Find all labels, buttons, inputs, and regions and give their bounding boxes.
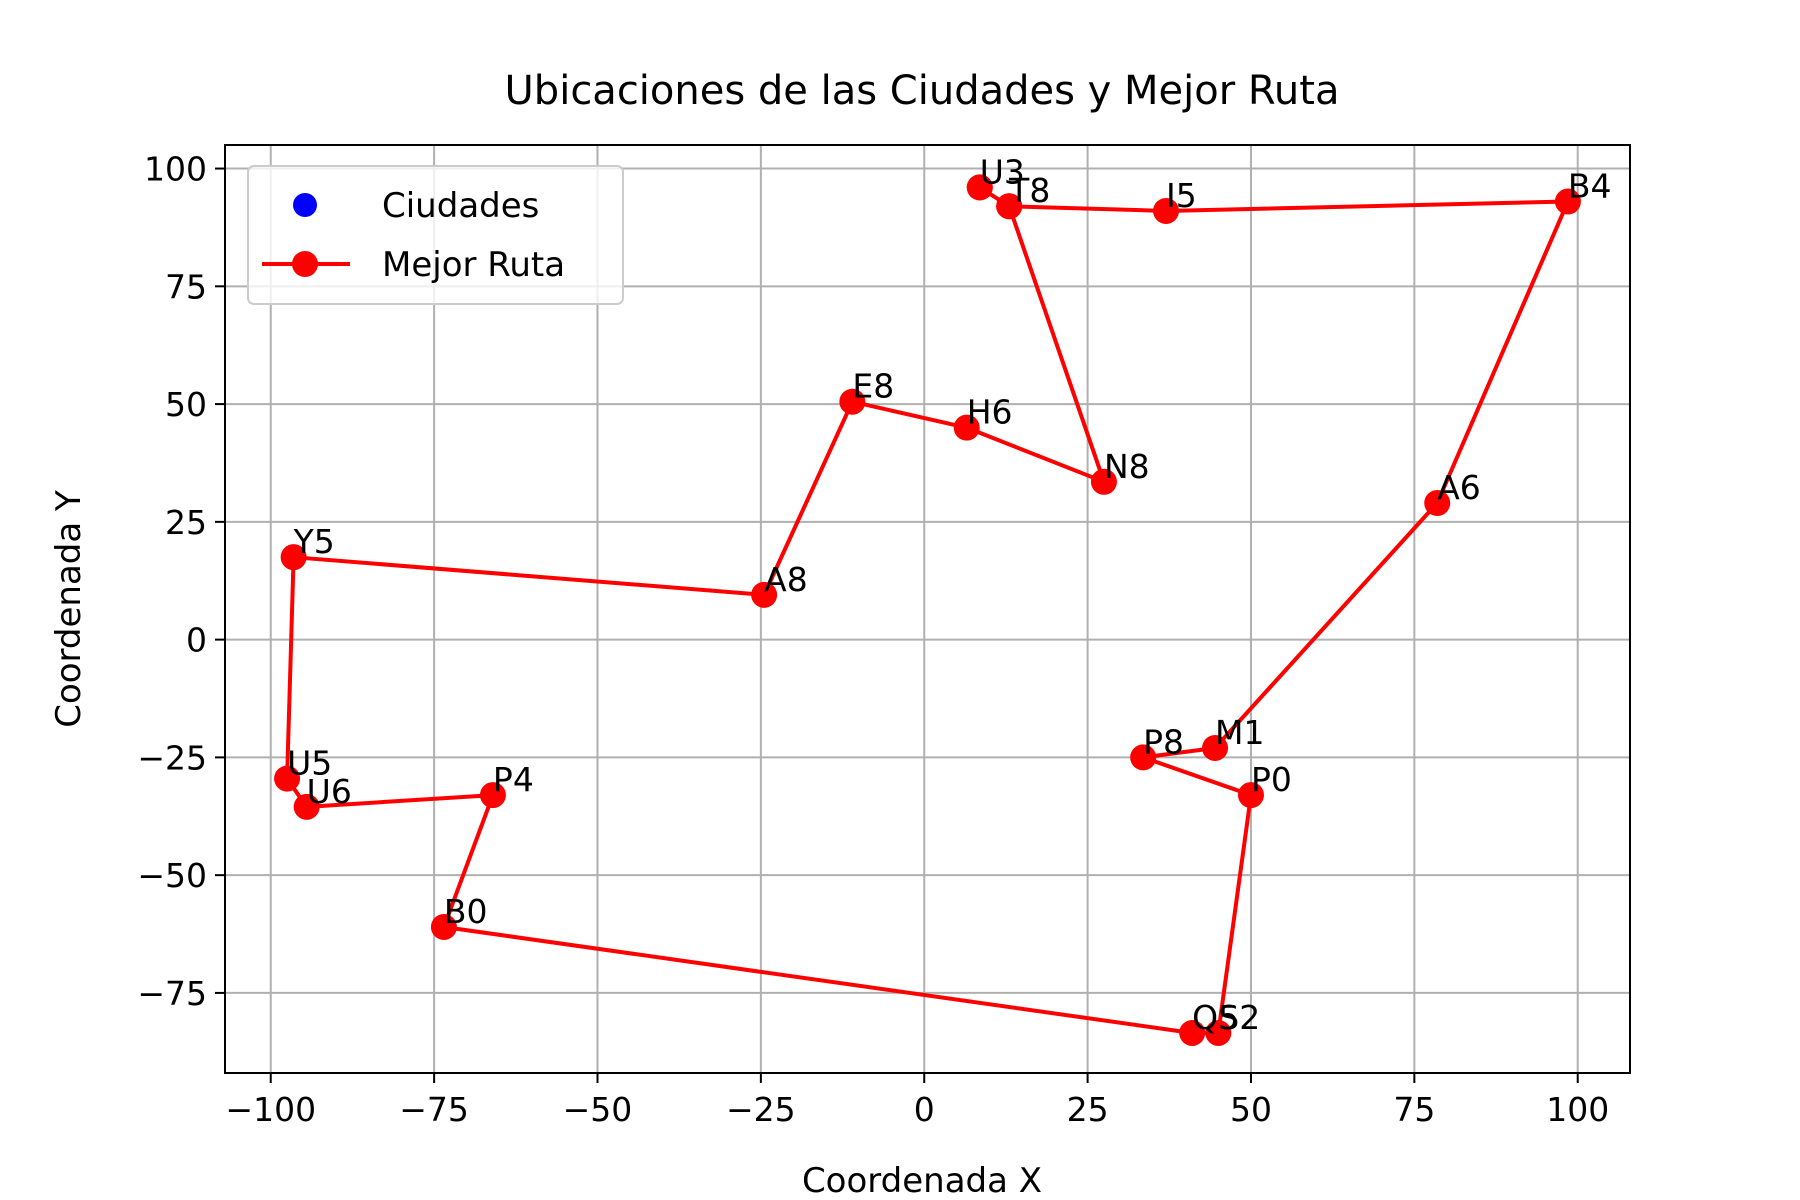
route-point xyxy=(1090,468,1117,495)
city-label: U6 xyxy=(307,772,352,811)
y-axis-label: Coordenada Y xyxy=(49,490,89,728)
route-point xyxy=(293,793,320,820)
route-point xyxy=(1130,744,1157,771)
route-point xyxy=(966,174,993,201)
city-label: B0 xyxy=(444,892,488,931)
route-point xyxy=(274,765,301,792)
route-point xyxy=(996,193,1023,220)
axis-ticks: −100 −75 −50 −25 0 25 50 75 100 −75 −50 −25 0 25 50 75 1… xyxy=(137,150,1609,1129)
legend-frame xyxy=(247,165,624,305)
city-label: M1 xyxy=(1215,713,1264,752)
route-point xyxy=(1202,734,1229,761)
x-tick-label: −25 xyxy=(726,1090,796,1129)
legend-cities-label: Ciudades xyxy=(382,186,539,226)
city-label: U5 xyxy=(287,744,332,783)
y-tick-label: 75 xyxy=(165,267,207,306)
legend: Ciudades Mejor Ruta xyxy=(247,165,624,305)
city-label: S2 xyxy=(1218,998,1260,1037)
route-point xyxy=(1205,1019,1232,1046)
x-tick-label: 25 xyxy=(1067,1090,1109,1129)
y-tick-label: −25 xyxy=(137,738,207,777)
city-label: U3 xyxy=(980,152,1025,191)
y-tick-label: 0 xyxy=(186,621,207,660)
route-point xyxy=(430,913,457,940)
y-tick-label: 100 xyxy=(144,150,207,189)
route-point xyxy=(479,782,506,809)
city-label: B4 xyxy=(1568,167,1612,206)
city-markers xyxy=(274,174,1581,1046)
legend-route-label: Mejor Ruta xyxy=(382,245,565,285)
x-tick-label: 100 xyxy=(1546,1090,1609,1129)
city-label: E8 xyxy=(852,367,894,406)
city-label: T8 xyxy=(1008,171,1050,210)
route-point xyxy=(839,388,866,415)
city-label: Q5 xyxy=(1192,998,1239,1037)
route-point xyxy=(1179,1019,1206,1046)
route-point xyxy=(953,414,980,441)
legend-cities-marker xyxy=(293,193,317,217)
x-axis-label: Coordenada X xyxy=(802,1161,1042,1200)
city-label: P0 xyxy=(1251,760,1292,799)
route-point xyxy=(1424,490,1451,517)
city-label: P8 xyxy=(1143,722,1184,761)
city-label: A6 xyxy=(1437,468,1481,507)
x-tick-label: −50 xyxy=(563,1090,633,1129)
x-tick-label: −75 xyxy=(399,1090,469,1129)
route-point xyxy=(1554,188,1581,215)
y-tick-label: 50 xyxy=(165,385,207,424)
city-label: N8 xyxy=(1104,447,1150,486)
route-point xyxy=(751,581,778,608)
route-point xyxy=(1153,197,1180,224)
chart-title: Ubicaciones de las Ciudades y Mejor Ruta xyxy=(505,68,1340,114)
legend-route-marker xyxy=(292,251,318,277)
x-tick-label: 0 xyxy=(914,1090,935,1129)
route-point xyxy=(1237,782,1264,809)
y-tick-label: 25 xyxy=(165,503,207,542)
city-label: A8 xyxy=(764,560,808,599)
city-label: P4 xyxy=(493,760,534,799)
city-label: Y5 xyxy=(293,522,335,561)
route-point xyxy=(280,544,307,571)
plot-frame xyxy=(224,144,1631,1074)
city-label: I5 xyxy=(1166,176,1197,215)
x-tick-label: 75 xyxy=(1393,1090,1435,1129)
y-tick-label: −50 xyxy=(137,856,207,895)
city-label: H6 xyxy=(967,393,1013,432)
y-tick-label: −75 xyxy=(137,974,207,1013)
x-tick-label: −100 xyxy=(225,1090,316,1129)
x-tick-label: 50 xyxy=(1230,1090,1272,1129)
